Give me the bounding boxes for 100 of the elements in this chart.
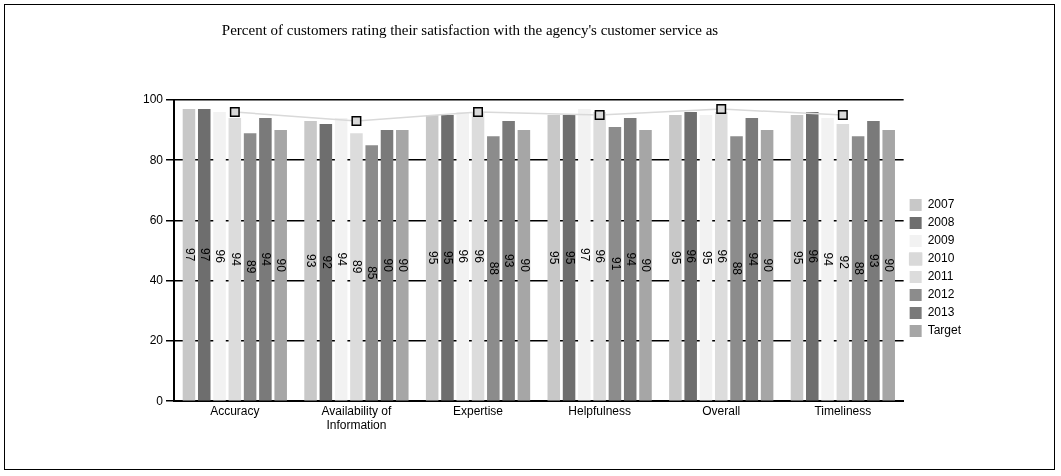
bar [380, 130, 394, 401]
data-label: 90 [639, 258, 654, 273]
bar [608, 127, 622, 401]
data-label: 96 [714, 249, 729, 264]
bar [425, 115, 439, 401]
x-tick-label: Timeliness [814, 403, 872, 418]
bar [517, 130, 531, 401]
data-label: 95 [547, 251, 562, 265]
data-label: 97 [182, 248, 197, 262]
bar [730, 136, 743, 401]
legend-label: 2011 [927, 269, 954, 284]
data-label: 97 [578, 248, 593, 262]
bar [790, 115, 804, 401]
bar [243, 133, 257, 401]
bar [319, 124, 333, 401]
legend-label: 2009 [927, 233, 955, 248]
point [229, 107, 240, 118]
data-label: 90 [882, 258, 897, 273]
bar [350, 133, 363, 401]
point [473, 107, 484, 118]
legend-label: 2012 [927, 287, 955, 302]
bar [806, 112, 819, 401]
data-label: 94 [623, 252, 638, 267]
data-label: 85 [365, 266, 380, 280]
bar [396, 130, 409, 401]
data-label: 97 [197, 248, 212, 262]
x-tick-label: Expertise [453, 403, 504, 418]
y-tick-label: 0 [156, 393, 164, 408]
bar [745, 118, 759, 401]
bar [669, 115, 682, 401]
bar [578, 109, 591, 401]
data-label: 93 [304, 254, 319, 268]
bar [684, 112, 697, 401]
data-label: 95 [562, 251, 577, 265]
bar [851, 136, 865, 401]
data-label: 90 [274, 258, 289, 273]
x-tick-label: Overall [702, 403, 741, 418]
chart-title: Percent of customers rating their satisfaction with the agency's customer service as [220, 22, 720, 39]
data-label: 96 [456, 249, 471, 264]
point [351, 116, 362, 127]
y-tick-label: 100 [142, 92, 164, 107]
legend-label: 2007 [927, 197, 955, 212]
y-tick-label: 80 [149, 152, 164, 167]
data-label: 89 [243, 260, 258, 274]
data-label: 94 [745, 252, 760, 267]
data-label: 96 [684, 249, 699, 264]
bar [562, 115, 576, 401]
legend-label: 2013 [927, 305, 955, 320]
data-label: 94 [228, 252, 243, 267]
bar [274, 130, 287, 401]
legend-label: Target [927, 323, 962, 338]
data-label: 88 [851, 261, 866, 276]
data-label: 94 [334, 252, 349, 267]
data-label: 94 [259, 252, 274, 267]
data-label: 96 [471, 249, 486, 264]
data-label: 96 [805, 249, 820, 264]
bar [882, 130, 895, 401]
data-label: 95 [425, 251, 440, 265]
data-label: 93 [502, 254, 517, 268]
data-label: 88 [730, 261, 745, 276]
bar [502, 121, 515, 401]
data-label: 95 [669, 251, 684, 265]
point [594, 110, 605, 121]
data-label: 88 [487, 261, 502, 276]
data-label: 96 [593, 249, 608, 264]
x-tick-label: Helpfulness [568, 403, 631, 418]
data-label: 95 [699, 251, 714, 265]
data-label: 94 [821, 252, 836, 267]
data-label: 96 [213, 249, 228, 264]
bar [836, 124, 850, 401]
bar [760, 130, 774, 401]
bar [304, 121, 317, 401]
data-label: 92 [836, 255, 851, 270]
data-label: 95 [441, 251, 456, 265]
data-label: 92 [319, 255, 334, 270]
bar [259, 118, 272, 401]
legend-label: 2010 [927, 251, 955, 266]
bar [365, 145, 378, 401]
bar [334, 118, 348, 401]
bar [867, 121, 880, 401]
bar [623, 118, 637, 401]
bar [547, 115, 561, 401]
y-tick-label: 40 [149, 273, 164, 288]
point [716, 104, 727, 115]
data-label: 95 [790, 251, 805, 265]
bar [821, 118, 834, 401]
data-label: 90 [760, 258, 775, 273]
legend-label: 2008 [927, 215, 955, 230]
bar [197, 109, 211, 401]
data-label: 91 [608, 257, 623, 271]
bar [699, 115, 713, 401]
bar [182, 109, 196, 401]
data-label: 89 [350, 260, 365, 274]
data-label: 90 [395, 258, 410, 273]
data-label: 93 [867, 254, 882, 268]
y-tick-label: 20 [149, 333, 164, 348]
bar [639, 130, 652, 401]
y-tick-label: 60 [149, 212, 164, 227]
data-label: 90 [380, 258, 395, 273]
point [837, 110, 848, 121]
